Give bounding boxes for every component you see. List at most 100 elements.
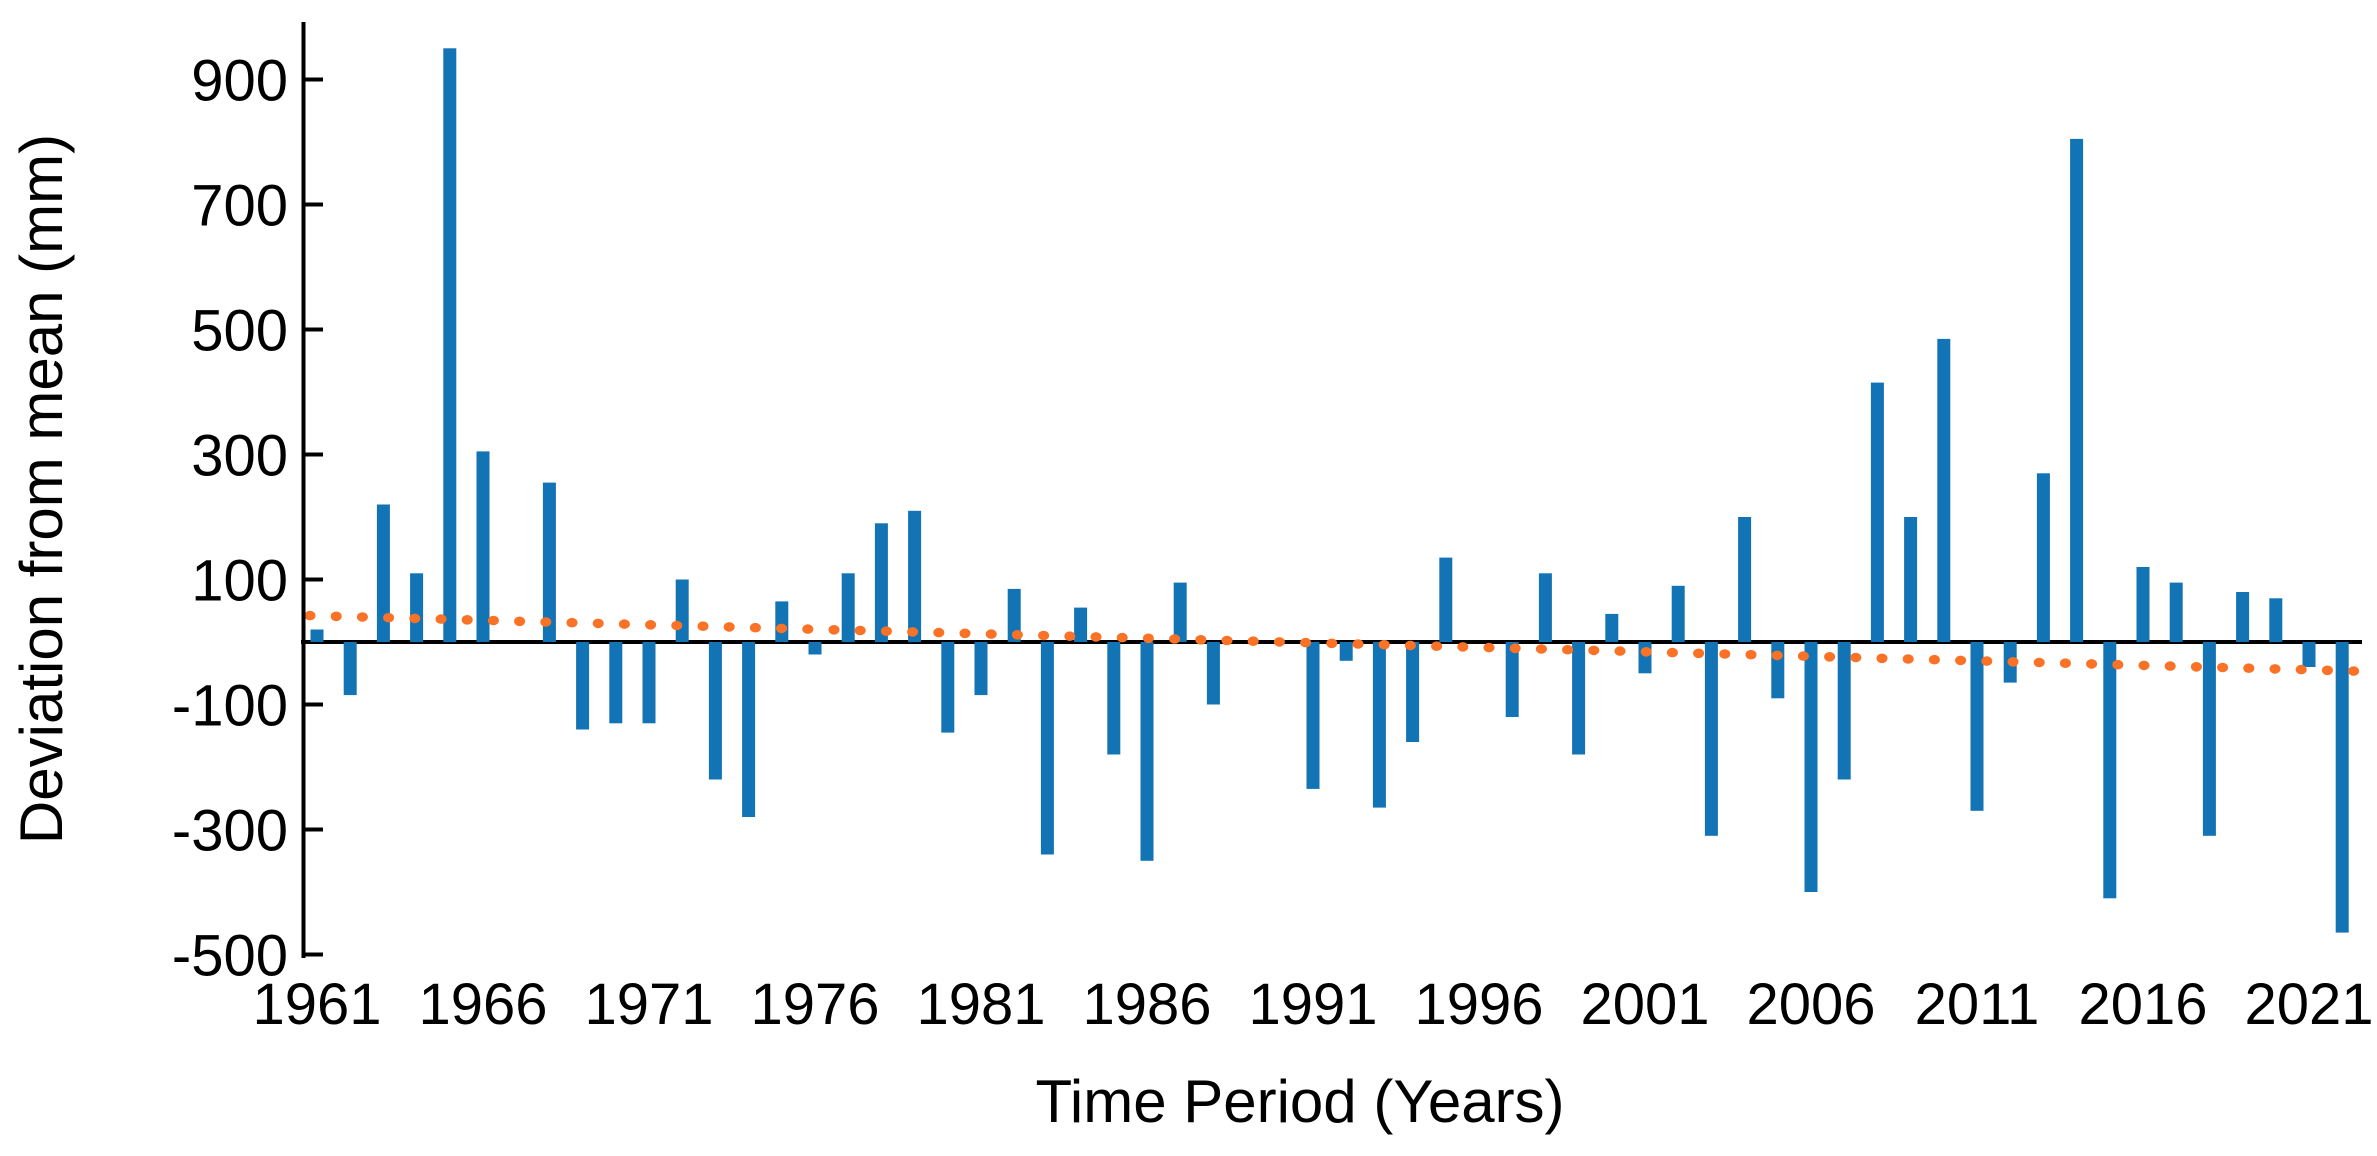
bar-1970 bbox=[609, 642, 623, 724]
bar-2018 bbox=[2202, 642, 2216, 836]
trend-dot bbox=[1797, 651, 1809, 661]
trend-dot bbox=[1011, 630, 1023, 640]
trend-dot bbox=[2348, 666, 2360, 676]
trend-dot bbox=[2112, 659, 2124, 670]
trend-dot bbox=[618, 619, 630, 629]
trend-dot bbox=[1850, 652, 1862, 663]
trend-dot bbox=[2164, 661, 2176, 671]
x-axis-title: Time Period (Years) bbox=[1035, 1068, 1564, 1135]
x-tick-label-1991: 1991 bbox=[1248, 972, 1377, 1037]
trend-dot bbox=[1771, 650, 1783, 661]
trend-dot bbox=[1666, 647, 1678, 658]
trend-dot bbox=[933, 627, 945, 638]
trend-dot bbox=[1719, 649, 1731, 659]
bar-1984 bbox=[1074, 607, 1088, 642]
bar-1981 bbox=[974, 642, 988, 696]
trend-dot bbox=[1038, 630, 1050, 641]
bar-1999 bbox=[1572, 642, 1586, 755]
trend-dot bbox=[304, 610, 316, 621]
x-axis-tick-labels: 1961 1966 1971 1976 1981 1986 1991 1996 2001 2006… bbox=[252, 972, 2373, 1037]
bar-1962 bbox=[343, 642, 357, 696]
bar-1985 bbox=[1107, 642, 1121, 755]
bar-1974 bbox=[742, 642, 756, 817]
trend-dot bbox=[1300, 637, 1312, 648]
trend-dot bbox=[2190, 662, 2202, 672]
bar-2011 bbox=[1970, 642, 1984, 811]
bar-1995 bbox=[1439, 557, 1453, 642]
bar-1973 bbox=[708, 642, 722, 780]
bar-1975 bbox=[775, 601, 789, 642]
trend-dot bbox=[1928, 654, 1940, 665]
trend-dot bbox=[1326, 638, 1338, 649]
trend-dot bbox=[1509, 643, 1521, 654]
trend-dot bbox=[854, 625, 866, 636]
trend-dot bbox=[959, 628, 971, 639]
trend-dot bbox=[566, 617, 578, 628]
bar-1983 bbox=[1040, 642, 1054, 855]
trend-dot bbox=[330, 611, 342, 622]
bar-2001 bbox=[1638, 642, 1652, 674]
trendline-dotted bbox=[304, 610, 2360, 676]
trend-dot bbox=[1195, 635, 1207, 645]
x-tick-label-1981: 1981 bbox=[916, 972, 1045, 1037]
y-tick-label-900: 900 bbox=[191, 48, 288, 113]
trend-dot bbox=[592, 618, 604, 629]
trend-dot bbox=[2086, 659, 2098, 669]
y-axis-tick-labels: 900 700 500 300 100 -100 -300 -500 bbox=[172, 48, 288, 988]
bar-1998 bbox=[1538, 573, 1552, 643]
bar-2017 bbox=[2169, 582, 2183, 642]
y-axis-title: Deviation from mean (mm) bbox=[8, 134, 75, 844]
trend-dot bbox=[1352, 639, 1364, 649]
bar-1971 bbox=[642, 642, 656, 724]
trend-dot bbox=[2269, 664, 2281, 674]
bar-2021 bbox=[2302, 642, 2316, 667]
trend-dot bbox=[2007, 657, 2019, 667]
trend-dot bbox=[1116, 632, 1128, 643]
trend-dot bbox=[409, 613, 421, 624]
y-tick-label-100: 100 bbox=[191, 548, 288, 613]
trend-dot bbox=[1378, 639, 1390, 650]
y-tick-label--300: -300 bbox=[172, 798, 288, 863]
trend-dot bbox=[1535, 644, 1547, 654]
bar-1969 bbox=[576, 642, 590, 730]
y-axis-ticks bbox=[303, 77, 323, 957]
bar-2002 bbox=[1671, 585, 1685, 643]
bar-1961 bbox=[310, 629, 324, 642]
bar-1964 bbox=[410, 573, 424, 643]
bar-1991 bbox=[1306, 642, 1320, 789]
trend-dot bbox=[1142, 633, 1154, 644]
trend-dot bbox=[880, 626, 892, 636]
trend-dot bbox=[487, 615, 499, 626]
bar-2008 bbox=[1870, 382, 1884, 642]
bar-2015 bbox=[2103, 642, 2117, 899]
trend-dot bbox=[1457, 642, 1469, 652]
x-tick-label-1961: 1961 bbox=[252, 972, 381, 1037]
trend-dot bbox=[461, 615, 473, 625]
bar-2000 bbox=[1605, 613, 1619, 642]
bar-1966 bbox=[476, 451, 490, 642]
trend-dot bbox=[776, 623, 788, 634]
trend-dot bbox=[1483, 642, 1495, 653]
trend-dot bbox=[1955, 655, 1967, 666]
bar-1976 bbox=[808, 642, 822, 655]
x-tick-label-2001: 2001 bbox=[1580, 972, 1709, 1037]
bar-2009 bbox=[1904, 517, 1918, 642]
bar-1986 bbox=[1140, 642, 1154, 861]
bar-2007 bbox=[1837, 642, 1851, 780]
trend-dot bbox=[2321, 665, 2333, 676]
bar-1997 bbox=[1505, 642, 1519, 717]
trend-dot bbox=[645, 620, 657, 630]
trend-dot bbox=[2295, 664, 2307, 675]
bar-2013 bbox=[2036, 473, 2050, 643]
bar-1980 bbox=[941, 642, 955, 733]
trend-dot bbox=[907, 627, 919, 637]
trend-dot bbox=[1588, 645, 1600, 656]
bar-1972 bbox=[675, 579, 689, 642]
x-tick-label-1996: 1996 bbox=[1414, 972, 1543, 1037]
bar-2014 bbox=[2070, 138, 2084, 642]
trend-dot bbox=[435, 614, 447, 624]
trend-dot bbox=[1169, 634, 1181, 644]
trend-dot bbox=[2138, 660, 2150, 671]
